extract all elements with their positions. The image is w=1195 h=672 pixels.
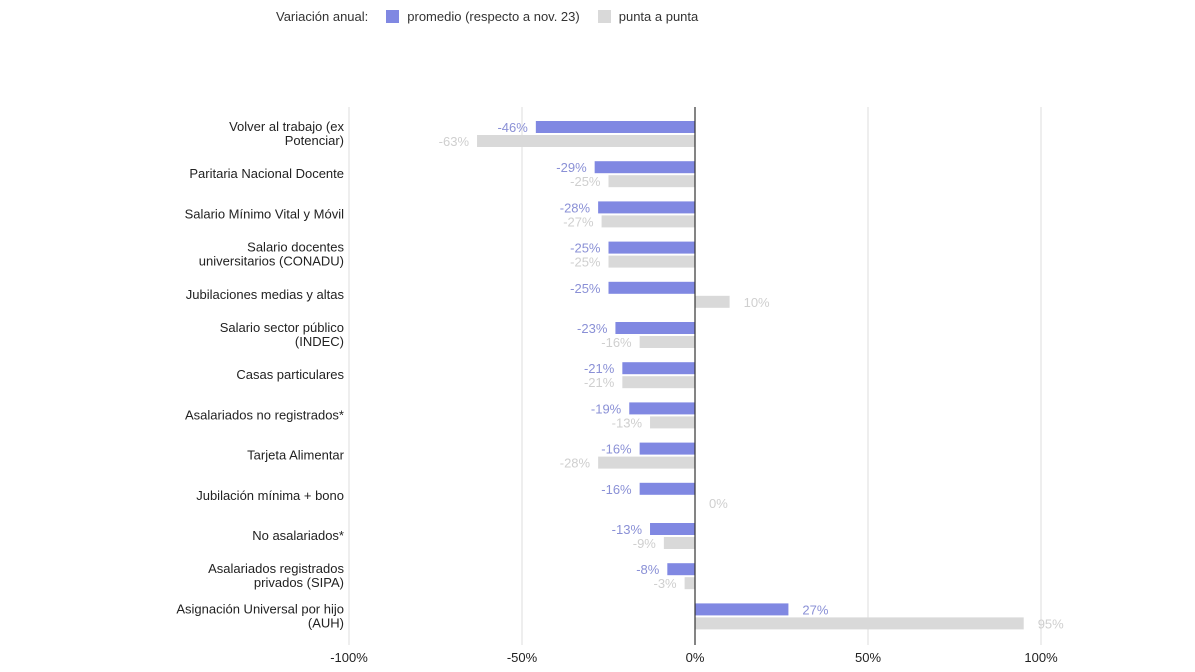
category-label: Potenciar) [285,133,344,148]
bar-punta [601,215,695,228]
x-tick-label: -100% [330,650,368,665]
category-label: (INDEC) [295,334,344,349]
legend-swatch-promedio [386,10,400,23]
data-label: -25% [570,255,601,270]
bar-punta [639,336,695,348]
x-tick-label: 100% [1024,650,1058,665]
data-label: -63% [439,134,470,149]
data-label: 27% [802,602,828,617]
data-label: -28% [560,200,591,215]
bar-promedio [695,603,789,616]
data-label: -19% [591,401,622,416]
category-label: Asignación Universal por hijo [176,601,344,616]
data-label: 10% [744,295,770,310]
x-tick-label: 50% [855,650,881,665]
category-label: No asalariados* [252,528,344,543]
category-label: Salario docentes [247,240,344,255]
data-label: -16% [601,482,632,497]
category-label: (AUH) [308,615,344,630]
bar-promedio [608,241,695,254]
bar-punta [622,376,695,389]
bar-punta [608,175,695,188]
data-label: -25% [570,241,601,256]
bar-punta [650,416,695,429]
category-label: Casas particulares [236,367,344,382]
bar-punta [608,255,695,268]
category-label: Salario Mínimo Vital y Móvil [185,206,345,221]
data-label: -23% [577,321,608,336]
bar-punta [695,295,730,308]
category-label: Jubilaciones medias y altas [186,287,345,302]
data-label: -9% [633,536,657,551]
category-label: Salario sector público [220,320,344,335]
bar-promedio [629,402,695,415]
category-label: universitarios (CONADU) [199,254,344,269]
bar-promedio [639,482,695,495]
data-label: -21% [584,375,615,390]
bar-promedio [598,201,695,214]
legend-swatch-punta [597,10,611,23]
data-label: -8% [636,562,660,577]
x-tick-label: -50% [507,650,538,665]
bar-promedio [622,362,695,375]
bar-punta [695,617,1024,630]
data-label: -13% [612,415,643,430]
category-label: Volver al trabajo (ex [229,119,344,134]
bar-promedio [639,442,695,455]
data-label: -21% [584,361,615,376]
bar-promedio [615,322,695,334]
data-label: -25% [570,281,601,296]
bar-punta [684,577,695,590]
category-label: Tarjeta Alimentar [247,448,344,463]
legend: Variación anual: promedio (respecto a no… [276,9,704,24]
data-label: -16% [601,442,632,457]
data-label: -16% [601,335,632,350]
data-label: -28% [560,456,591,471]
data-label: 95% [1038,616,1064,631]
category-label: Asalariados registrados [208,561,344,576]
bar-punta [663,537,695,549]
bar-punta [598,456,695,469]
data-label: -13% [612,522,643,537]
data-label: -46% [497,120,528,135]
bar-promedio [667,563,695,576]
data-label: -27% [563,214,594,229]
data-label: -25% [570,174,601,189]
bar-promedio [650,523,695,535]
category-label: Jubilación mínima + bono [196,488,344,503]
category-label: Paritaria Nacional Docente [189,166,344,181]
bar-promedio [594,161,695,174]
legend-label-punta[interactable]: punta a punta [618,9,699,24]
bar-promedio [535,121,695,133]
category-label: Asalariados no registrados* [185,407,344,422]
legend-label-promedio[interactable]: promedio (respecto a nov. 23) [407,9,580,24]
data-label: -3% [653,576,677,591]
bar-promedio [608,281,695,294]
category-label: privados (SIPA) [254,575,344,590]
data-label: -29% [556,160,587,175]
bar-punta [477,135,695,147]
legend-title: Variación anual: [276,9,369,24]
data-label: 0% [709,496,728,511]
x-tick-label: 0% [686,650,705,665]
